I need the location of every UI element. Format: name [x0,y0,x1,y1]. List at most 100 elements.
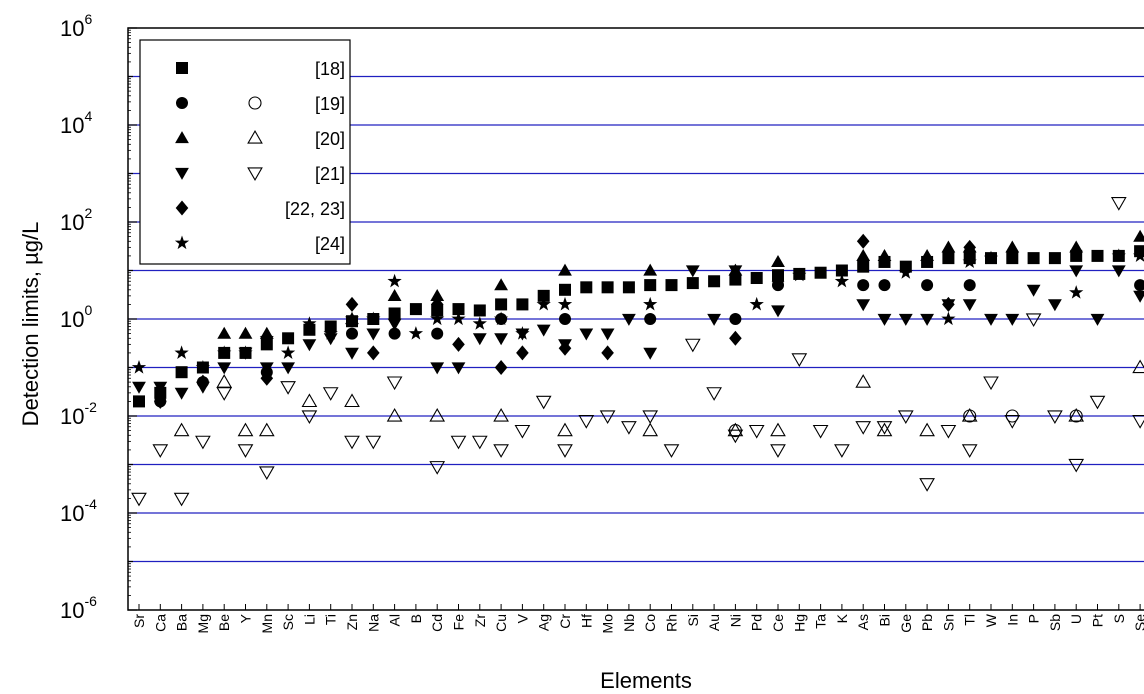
marker-open-triangle-down [961,444,978,458]
marker-open-triangle-up [247,129,263,144]
series-filled-diamond [154,233,976,409]
marker-triangle-down [302,339,317,352]
x-tick-label: Pt [1090,614,1106,627]
marker-open-triangle-down [450,435,467,450]
x-tick-label: Li [301,614,317,625]
marker-diamond [345,296,359,312]
marker-triangle-down [366,328,381,341]
marker-open-triangle-down [365,435,382,450]
marker-star [493,311,509,326]
series-filled-triangle-up [217,229,1144,339]
marker-open-triangle-down [514,424,531,439]
x-tick-label: Fe [451,614,467,631]
marker-star [387,273,402,288]
marker-open-triangle-down [237,444,254,458]
marker-star [174,235,190,250]
marker-triangle-down [1090,313,1105,326]
marker-open-triangle-down [1110,197,1127,211]
marker-square [537,289,550,302]
marker-open-triangle-up [344,393,360,408]
marker-diamond [771,273,785,289]
marker-open-triangle-up [493,407,509,422]
marker-triangle-up [430,288,445,301]
marker-open-triangle-down [983,376,999,391]
marker-triangle-up [1133,229,1144,242]
marker-open-triangle-down [855,421,872,435]
x-tick-label: Co [642,614,658,632]
marker-star [1069,285,1084,299]
marker-open-triangle-down [322,387,339,401]
marker-diamond [452,336,465,352]
marker-triangle-down [153,381,168,394]
marker-square [516,298,529,311]
marker-circle [963,279,976,292]
marker-open-triangle-down [684,338,701,353]
legend-entry: [20] [175,129,345,149]
marker-square [473,304,486,317]
marker-triangle-down [1005,313,1020,326]
marker-triangle-down [920,313,934,326]
marker-open-triangle-down [727,429,744,444]
x-tick-label: Ag [536,614,552,631]
marker-square [175,366,188,379]
marker-star [792,267,807,282]
x-tick-label: Hg [791,614,807,632]
y-tick-label: 10-4 [60,496,97,526]
marker-diamond [729,330,742,346]
marker-open-triangle-up [1132,359,1144,374]
marker-triangle-down [174,387,189,400]
marker-open-triangle-down [642,410,659,425]
marker-triangle-down [877,313,892,326]
marker-square [452,303,465,316]
x-tick-label: V [514,613,530,623]
marker-triangle-down [175,167,189,180]
marker-triangle-down [217,362,232,375]
marker-open-triangle-down [386,376,403,391]
marker-triangle-up [1005,240,1020,253]
marker-square [835,264,848,277]
marker-square [814,266,827,279]
series-star [131,248,1144,374]
marker-star [941,311,956,326]
marker-circle [559,313,571,325]
marker-triangle-up [771,255,785,268]
marker-square [1134,245,1144,258]
marker-diamond [367,345,380,361]
x-tick-label: U [1068,614,1084,624]
x-tick-label: Nb [621,614,637,632]
marker-open-triangle-down [1047,410,1063,425]
marker-star [536,296,551,311]
x-tick-label: Hf [578,614,594,628]
marker-square [1027,252,1040,265]
marker-diamond [196,374,210,390]
marker-triangle-up [856,249,871,262]
marker-triangle-down [536,324,551,337]
marker-square [708,275,721,288]
marker-triangle-up [217,326,232,339]
marker-star [302,316,317,330]
marker-star [1132,248,1144,262]
x-tick-label: Tl [962,614,978,626]
marker-star [366,311,381,326]
y-axis-label: Detection limits, µg/L [18,222,43,427]
marker-star [430,311,445,326]
marker-open-triangle-down [812,424,829,439]
x-tick-label: Pb [919,614,935,631]
y-tick-label: 100 [60,302,92,332]
x-tick-label: Sb [1047,614,1063,631]
series-open-triangle-up [173,359,1144,437]
marker-star [451,311,466,326]
x-tick-label: Ca [152,614,168,632]
marker-triangle-down [984,313,998,326]
marker-open-triangle-down [621,421,637,435]
marker-open-triangle-down [748,424,765,439]
x-axis-ticks: Sr Ca Ba Mg Be Y Mn Sc Li Ti Zn Na Al B Cd Fe Zr Cu V Ag Cr H… [131,604,1144,633]
legend-entry: [22, 23] [175,199,345,219]
marker-star [557,296,573,311]
x-tick-label: As [855,614,871,630]
marker-triangle-up [1069,240,1084,253]
marker-circle [921,279,934,292]
legend-entry: [19] [176,94,345,114]
x-tick-label: Mn [259,614,275,633]
marker-open-triangle-down [1068,458,1085,473]
